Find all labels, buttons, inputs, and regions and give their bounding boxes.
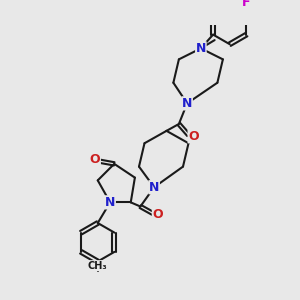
Text: N: N: [105, 196, 115, 209]
Text: CH₃: CH₃: [88, 261, 108, 271]
Text: O: O: [188, 130, 199, 143]
Text: N: N: [182, 97, 192, 110]
Text: O: O: [90, 153, 100, 166]
Text: O: O: [152, 208, 163, 221]
Text: F: F: [242, 0, 251, 10]
Text: N: N: [196, 42, 206, 55]
Text: N: N: [149, 181, 159, 194]
